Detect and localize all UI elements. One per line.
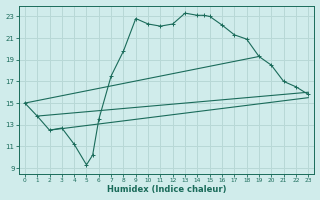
X-axis label: Humidex (Indice chaleur): Humidex (Indice chaleur) bbox=[107, 185, 226, 194]
